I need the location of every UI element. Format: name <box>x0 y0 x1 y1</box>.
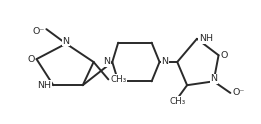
Text: O⁻: O⁻ <box>32 27 44 36</box>
Text: NH: NH <box>37 81 51 90</box>
Text: N: N <box>162 58 169 66</box>
Text: N: N <box>63 37 69 46</box>
Text: N: N <box>103 58 110 66</box>
Text: O: O <box>27 55 34 64</box>
Text: O⁻: O⁻ <box>232 88 245 97</box>
Text: N: N <box>210 74 217 83</box>
Text: NH: NH <box>199 34 213 43</box>
Text: CH₃: CH₃ <box>110 75 127 84</box>
Text: CH₃: CH₃ <box>169 97 185 106</box>
Text: O: O <box>221 51 228 60</box>
